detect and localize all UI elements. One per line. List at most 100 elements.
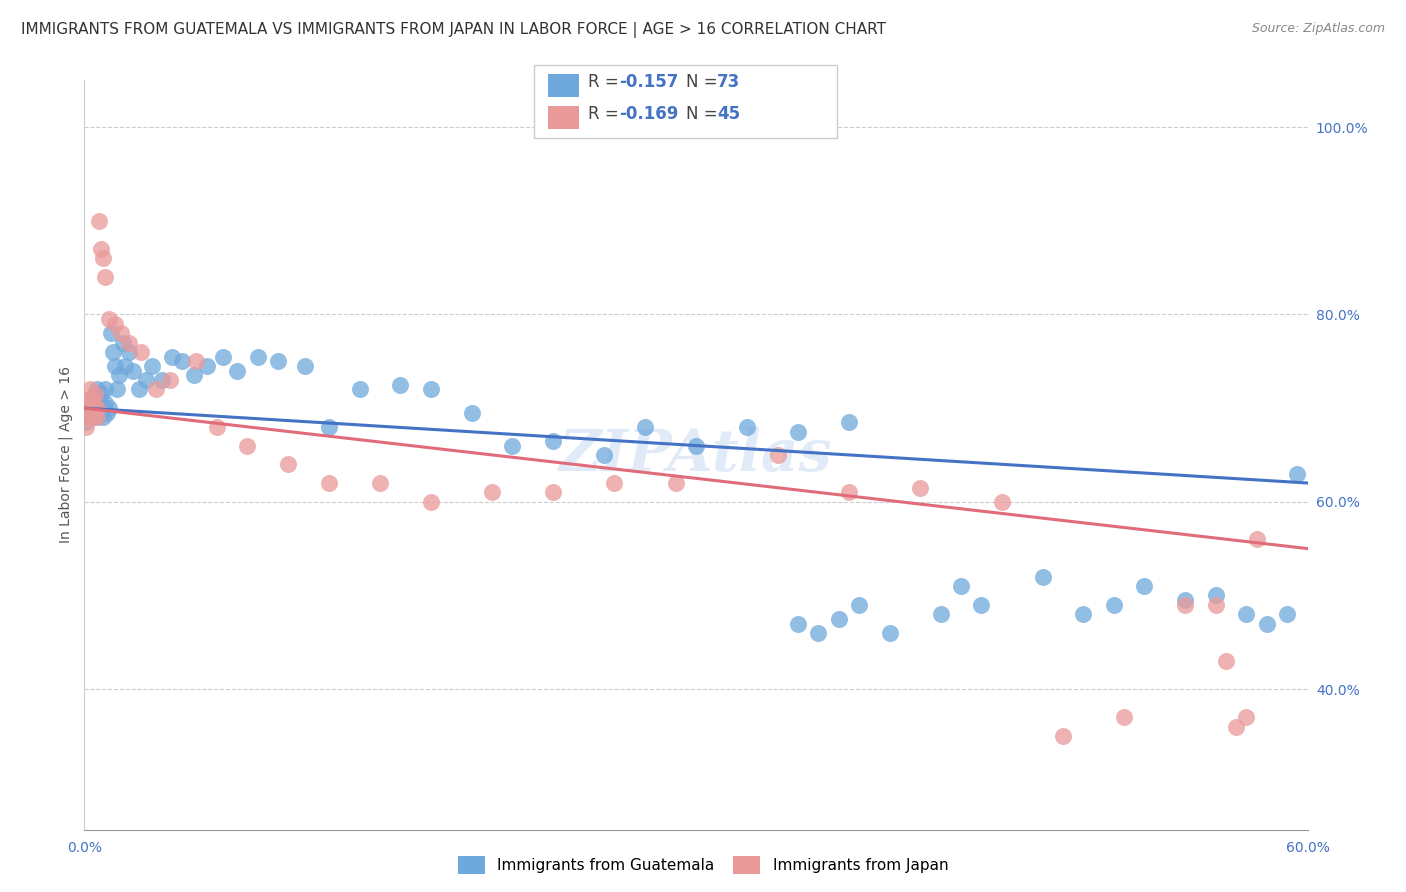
Point [1236,710,1258,724]
Text: 45: 45 [717,105,740,123]
Point [82,392,104,406]
Point [77,410,100,425]
Point [183,368,205,383]
Point [226,364,249,378]
Point [277,457,299,471]
Point [93,269,115,284]
Point [461,406,484,420]
Point [135,373,157,387]
Point [79,406,101,420]
Point [100,326,122,341]
Point [75,415,97,429]
Point [593,448,616,462]
Text: N =: N = [686,73,723,91]
Point [141,359,163,373]
Point [87,392,110,406]
Point [685,439,707,453]
Point [96,406,118,420]
Point [318,419,340,434]
Point [1052,729,1074,743]
Point [766,448,789,462]
Point [87,213,110,227]
Point [502,439,524,453]
Point [1277,607,1299,622]
Point [991,494,1014,508]
Point [186,354,208,368]
Point [205,419,228,434]
Point [118,344,141,359]
Point [82,410,104,425]
Y-axis label: In Labor Force | Age > 16: In Labor Force | Age > 16 [59,367,73,543]
Point [82,392,104,406]
Point [75,419,97,434]
Point [603,476,626,491]
Point [150,373,173,387]
Point [90,242,112,256]
Point [77,410,100,425]
Text: IMMIGRANTS FROM GUATEMALA VS IMMIGRANTS FROM JAPAN IN LABOR FORCE | AGE > 16 COR: IMMIGRANTS FROM GUATEMALA VS IMMIGRANTS … [21,22,886,38]
Point [93,382,115,396]
Point [101,344,124,359]
Point [83,401,105,416]
Point [86,410,108,425]
Point [1032,570,1054,584]
Point [838,485,860,500]
Point [1174,598,1197,612]
Point [970,598,993,612]
Point [1133,579,1156,593]
Point [349,382,371,396]
Text: -0.157: -0.157 [619,73,678,91]
Point [79,382,101,396]
Point [87,401,110,416]
Point [807,626,830,640]
Point [665,476,688,491]
Point [950,579,973,593]
Point [1174,593,1197,607]
Point [929,607,952,622]
Point [318,476,340,491]
Point [195,359,218,373]
Point [1073,607,1095,622]
Text: -0.169: -0.169 [619,105,678,123]
Point [1102,598,1125,612]
Point [787,425,810,439]
Point [1205,589,1227,603]
Point [86,410,108,425]
Point [83,387,105,401]
Point [294,359,316,373]
Point [420,382,443,396]
Point [79,401,101,416]
Point [110,326,132,341]
Point [83,396,105,410]
Point [236,439,259,453]
Point [104,317,127,331]
Point [86,382,108,396]
Point [93,396,115,410]
Text: ZIPAtlas: ZIPAtlas [560,426,832,483]
Point [82,401,104,416]
Point [1256,616,1278,631]
Text: N =: N = [686,105,723,123]
Point [212,350,235,364]
Legend: Immigrants from Guatemala, Immigrants from Japan: Immigrants from Guatemala, Immigrants fr… [451,850,955,880]
Point [1225,719,1247,733]
Point [108,368,131,383]
Point [1114,710,1136,724]
Point [91,410,114,425]
Point [1246,532,1268,546]
Point [787,616,810,631]
Point [77,401,100,416]
Point [543,485,565,500]
Point [122,364,145,378]
Point [368,476,391,491]
Point [543,434,565,448]
Text: Source: ZipAtlas.com: Source: ZipAtlas.com [1251,22,1385,36]
Point [145,382,167,396]
Point [838,415,860,429]
Point [910,481,932,495]
Point [172,354,194,368]
Point [1236,607,1258,622]
Point [131,344,153,359]
Point [420,494,443,508]
Point [160,350,183,364]
